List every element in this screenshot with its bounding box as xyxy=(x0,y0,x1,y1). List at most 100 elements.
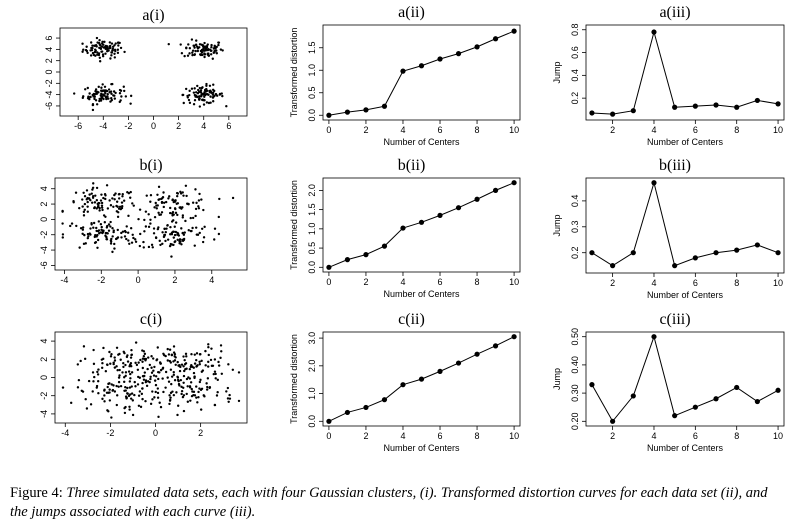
scatter-point xyxy=(87,235,90,238)
data-point xyxy=(437,56,443,62)
scatter-point xyxy=(182,381,185,384)
y-tick-label: 0.20 xyxy=(570,413,580,431)
scatter-point xyxy=(204,88,207,92)
scatter-point xyxy=(156,387,160,390)
y-tick-label: 0.5 xyxy=(307,86,317,99)
x-tick-label: 6 xyxy=(438,431,443,441)
scatter-point xyxy=(88,92,91,95)
scatter-point xyxy=(129,196,132,199)
scatter-point xyxy=(173,199,177,202)
scatter-point xyxy=(190,229,193,233)
x-tick-label: 2 xyxy=(610,125,615,135)
scatter-point xyxy=(109,220,112,224)
scatter-point xyxy=(196,47,200,50)
scatter-point xyxy=(170,255,173,258)
x-tick-label: 2 xyxy=(610,278,615,288)
x-axis-label: Number of Centers xyxy=(383,443,460,453)
scatter-point xyxy=(103,40,106,44)
scatter-point xyxy=(86,86,89,90)
scatter-point xyxy=(186,385,189,388)
scatter-point xyxy=(75,224,78,228)
scatter-point xyxy=(110,353,113,356)
scatter-point xyxy=(202,103,206,106)
scatter-point xyxy=(187,229,190,232)
scatter-point xyxy=(130,385,133,388)
scatter-point xyxy=(91,93,94,97)
scatter-point xyxy=(97,392,100,395)
scatter-point xyxy=(207,365,210,368)
scatter-point xyxy=(181,93,184,97)
scatter-point xyxy=(108,382,111,385)
data-point xyxy=(734,247,740,253)
scatter-point xyxy=(157,377,160,381)
scatter-point xyxy=(86,232,90,236)
scatter-point xyxy=(183,358,186,362)
scatter-point xyxy=(121,230,125,233)
data-point xyxy=(589,250,595,256)
scatter-point xyxy=(180,389,184,393)
scatter-point xyxy=(134,341,138,344)
x-tick-label: -2 xyxy=(97,275,105,285)
scatter-point xyxy=(219,356,222,360)
panel-frame xyxy=(322,177,521,273)
series-line xyxy=(328,30,515,116)
panel-frame xyxy=(585,177,785,274)
y-tick-label: 2 xyxy=(44,58,54,63)
scatter-point xyxy=(192,393,195,397)
scatter-point xyxy=(191,51,194,54)
scatter-point xyxy=(78,206,81,210)
scatter-point xyxy=(194,49,197,53)
scatter-point xyxy=(196,84,199,88)
scatter-point xyxy=(115,200,119,203)
panel-title: c(iii) xyxy=(659,311,690,328)
data-point xyxy=(775,250,781,256)
scatter-point xyxy=(110,92,113,95)
x-tick-label: 8 xyxy=(475,125,480,135)
scatter-point xyxy=(149,402,153,406)
data-point xyxy=(326,418,332,424)
scatter-point xyxy=(89,54,93,57)
scatter-point xyxy=(166,224,169,227)
scatter-point xyxy=(180,363,184,366)
scatter-point xyxy=(149,375,152,378)
x-tick-label: 8 xyxy=(475,431,480,441)
scatter-point xyxy=(127,370,131,373)
scatter-point xyxy=(178,364,181,367)
scatter-point xyxy=(81,390,85,393)
x-tick-label: 8 xyxy=(734,125,739,135)
panel-frame xyxy=(59,27,248,117)
scatter-point xyxy=(164,386,167,389)
scatter-point xyxy=(160,211,164,214)
scatter-point xyxy=(215,52,219,55)
scatter-point xyxy=(96,246,99,249)
y-axis-label: Jump xyxy=(552,214,562,236)
scatter-point xyxy=(194,43,198,46)
scatter-point xyxy=(193,87,196,90)
scatter-point xyxy=(113,390,117,393)
scatter-point xyxy=(182,355,185,358)
scatter-point xyxy=(92,226,95,229)
scatter-point xyxy=(154,383,158,387)
scatter-point xyxy=(169,206,172,210)
scatter-point xyxy=(182,374,186,378)
scatter-point xyxy=(214,377,217,380)
scatter-point xyxy=(186,96,190,99)
scatter-point xyxy=(111,197,114,200)
scatter-point xyxy=(181,214,185,217)
scatter-point xyxy=(89,95,92,99)
scatter-point xyxy=(213,358,217,361)
scatter-point xyxy=(168,195,171,198)
scatter-point xyxy=(97,220,101,223)
scatter-point xyxy=(104,44,108,48)
scatter-point xyxy=(100,225,103,229)
y-tick-label: 1.5 xyxy=(307,203,317,216)
data-point xyxy=(363,107,369,113)
scatter-point xyxy=(208,386,211,390)
scatter-point xyxy=(179,378,183,382)
y-tick-label: 0 xyxy=(44,69,54,74)
scatter-point xyxy=(193,362,197,365)
scatter-point xyxy=(89,198,92,202)
data-point xyxy=(381,243,388,249)
scatter-point xyxy=(169,242,172,246)
scatter-point xyxy=(128,405,131,408)
